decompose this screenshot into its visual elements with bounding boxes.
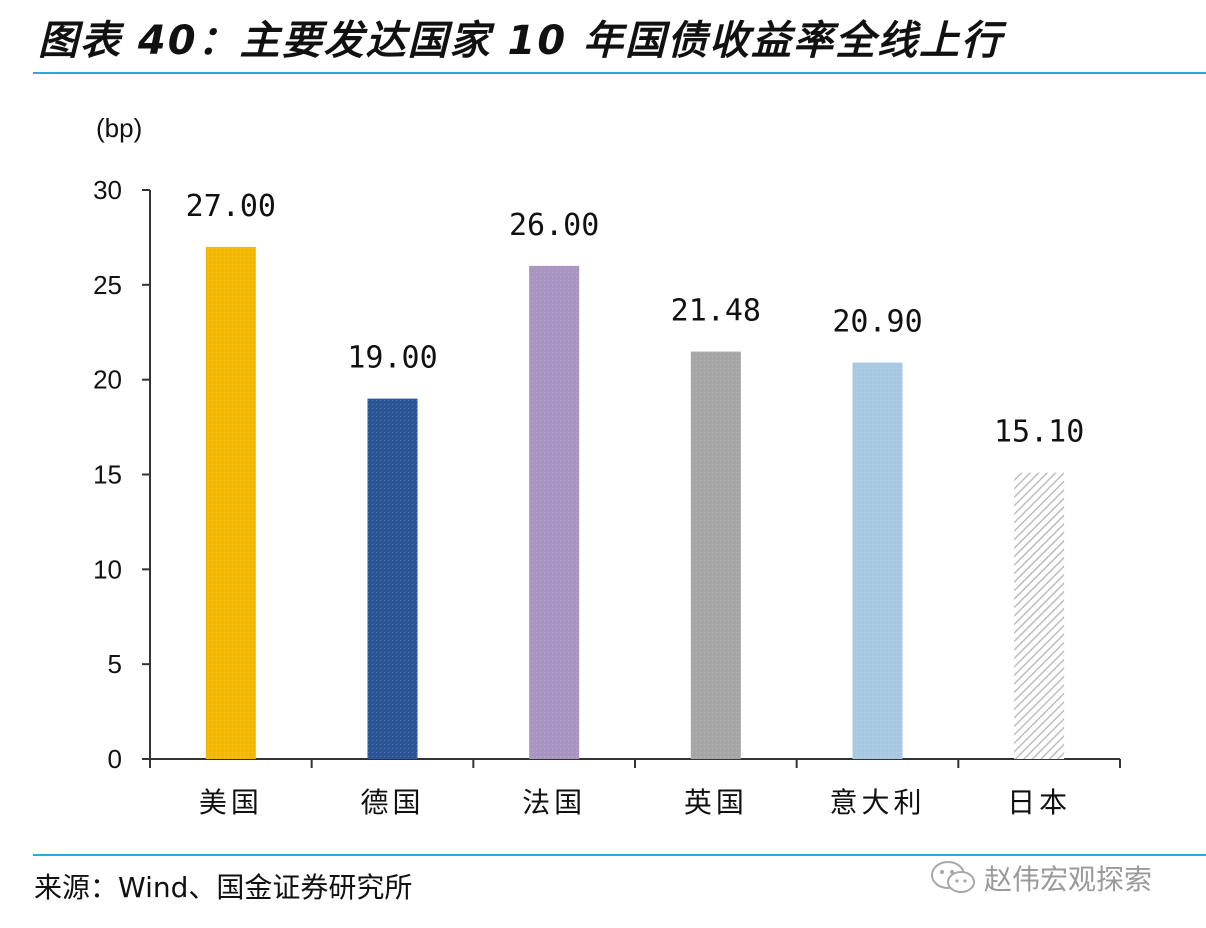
y-tick-label: 5 <box>108 649 122 679</box>
x-tick-label: 法国 <box>522 786 586 819</box>
y-axis-label: (bp) <box>96 113 142 143</box>
bar-texture <box>367 398 418 759</box>
x-tick-label: 德国 <box>360 786 424 819</box>
watermark: 赵伟宏观探索 <box>928 858 1152 898</box>
y-tick-label: 25 <box>93 270 122 300</box>
wechat-icon <box>931 861 975 893</box>
data-label: 21.48 <box>671 294 761 329</box>
watermark-text: 赵伟宏观探索 <box>984 863 1153 896</box>
y-tick-label: 0 <box>108 744 122 774</box>
footer-rule <box>33 854 1206 856</box>
bar-texture <box>690 351 741 759</box>
bar-texture <box>529 265 580 759</box>
data-label: 19.00 <box>347 341 437 376</box>
y-tick-label: 30 <box>93 175 122 205</box>
y-tick-label: 15 <box>93 460 122 490</box>
source-note: 来源：Wind、国金证券研究所 <box>34 871 413 904</box>
x-tick-label: 意大利 <box>829 786 925 819</box>
bar-texture <box>205 246 256 759</box>
x-tick-label: 美国 <box>199 786 263 819</box>
x-tick-label: 日本 <box>1007 786 1071 819</box>
bar <box>1014 472 1065 759</box>
data-label: 26.00 <box>509 208 599 243</box>
y-tick-label: 10 <box>93 554 122 584</box>
x-tick-label: 英国 <box>684 786 748 819</box>
data-label: 15.10 <box>994 415 1084 450</box>
data-label: 27.00 <box>186 189 276 224</box>
bar-texture <box>852 362 903 759</box>
y-tick-label: 20 <box>93 365 122 395</box>
data-label: 20.90 <box>832 305 922 340</box>
title-rule <box>33 72 1206 74</box>
chart-title: 图表 40：主要发达国家 10 年国债收益率全线上行 <box>38 18 1004 64</box>
